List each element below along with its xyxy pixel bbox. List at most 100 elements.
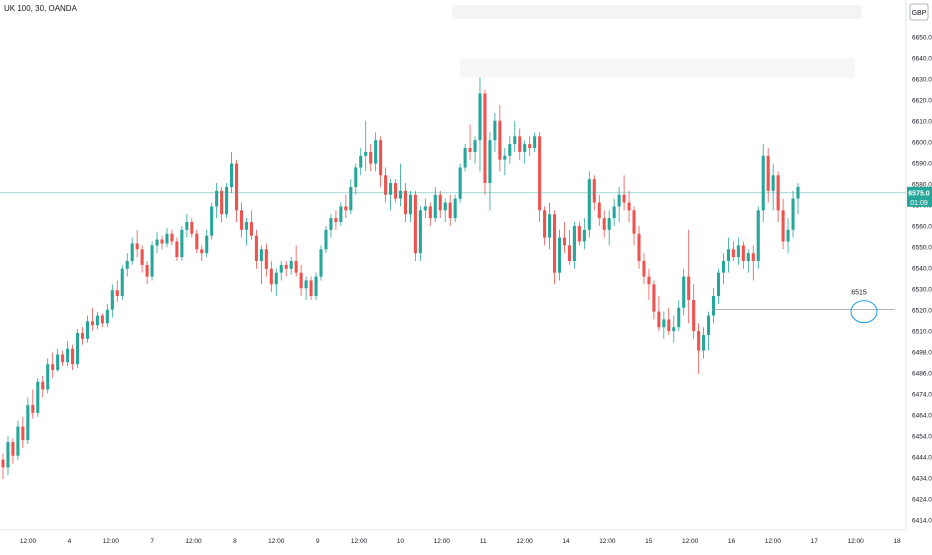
x-tick-label: 15 [645, 538, 653, 545]
currency-label: GBP [912, 10, 927, 17]
horizontal-line-label: 6515 [851, 290, 867, 297]
price-tag-countdown: 01:09 [910, 200, 928, 207]
candle-body [458, 167, 462, 199]
price-axis[interactable]: 6650.0 6640.0 6630.0 6620.0 6610.0 6600.0 6590… [912, 35, 932, 525]
currency-box[interactable]: GBP [909, 3, 929, 21]
candle-body [225, 186, 229, 215]
candle-body [329, 218, 333, 230]
x-tick-label: 12:00 [682, 538, 699, 545]
candle-body [627, 202, 631, 211]
candle-body [71, 348, 75, 365]
x-tick-label: 12:00 [847, 538, 864, 545]
candle-body [632, 210, 636, 234]
candle-body [662, 319, 666, 328]
candle-body [677, 307, 681, 328]
candle-body [483, 93, 487, 184]
candle-body [165, 233, 169, 244]
candle-body [379, 140, 383, 176]
candle-body [443, 202, 447, 211]
candle-body [16, 426, 20, 456]
candle-body [180, 229, 184, 258]
candle-body [702, 334, 706, 351]
candle-body [612, 206, 616, 219]
candle-body [498, 120, 502, 160]
candle-body [259, 249, 263, 261]
candle-body [359, 155, 363, 168]
annotation-circle[interactable] [850, 300, 878, 324]
y-tick-label: 6620.0 [912, 98, 932, 105]
candle-body [46, 364, 50, 390]
candle-body [493, 120, 497, 141]
candle-body [438, 194, 442, 211]
candle-body [26, 405, 30, 441]
candle-body [145, 264, 149, 277]
candle-body [692, 299, 696, 332]
x-tick-label: 4 [68, 538, 72, 545]
candle-body [100, 315, 104, 324]
y-tick-label: 6560.0 [912, 224, 932, 231]
candle-body [538, 136, 542, 211]
candle-body [478, 93, 482, 141]
candle-body [185, 222, 189, 230]
y-tick-label: 6444.0 [912, 455, 932, 462]
candle-body [398, 190, 403, 199]
candle-body [607, 218, 611, 230]
symbol-legend[interactable]: UK 100, 30, OANDA [4, 4, 77, 13]
price-tag-value: 6575.0 [908, 190, 930, 197]
candle-body [344, 206, 348, 211]
candle-body [339, 206, 343, 223]
candle-body [31, 405, 35, 413]
x-tick-label: 17 [811, 538, 819, 545]
candle-body [682, 276, 686, 308]
candle-body [468, 148, 472, 152]
candle-body [448, 202, 452, 219]
candle-body [11, 442, 15, 456]
candle-body [264, 249, 268, 269]
price-tag: 6575.0 01:09 [907, 186, 932, 207]
candle-body [244, 222, 249, 230]
x-tick-label: 12:00 [434, 538, 451, 545]
y-tick-label: 6498.0 [912, 350, 932, 357]
candle-body [220, 190, 224, 215]
candle-body [577, 225, 581, 242]
y-tick-label: 6424.0 [912, 497, 932, 504]
candle-body [453, 198, 457, 219]
candle-body [473, 140, 477, 152]
candle-body [274, 272, 278, 285]
y-tick-label: 6414.0 [912, 518, 932, 525]
candle-body [408, 194, 412, 215]
x-tick-label: 12:00 [599, 538, 616, 545]
candle-body [205, 235, 209, 254]
candle-body [215, 190, 219, 207]
candle-body [324, 229, 328, 250]
candle-body [36, 381, 40, 413]
candle-body [562, 237, 567, 246]
candle-body [289, 260, 293, 269]
candle-body [369, 151, 373, 164]
candle-body [791, 198, 795, 230]
candle-body [374, 140, 378, 164]
time-axis[interactable]: 12:00 4 12:00 7 12:00 8 12:00 9 12:00 10 12:00 11 12… [20, 538, 901, 545]
candle-body [557, 237, 562, 273]
candle-body [230, 163, 234, 187]
x-tick-label: 16 [728, 538, 736, 545]
candle-body [508, 144, 512, 156]
candle-body [418, 210, 422, 254]
candle-body [239, 210, 244, 230]
candle-body [51, 364, 55, 371]
candle-body [602, 218, 606, 230]
candle-body [572, 225, 576, 261]
x-tick-label: 18 [893, 538, 901, 545]
candle-body [135, 243, 139, 250]
candle-body [488, 140, 492, 184]
candle-body [433, 194, 437, 219]
x-tick-label: 9 [316, 538, 320, 545]
candle-body [6, 442, 10, 468]
candle-body [721, 260, 726, 273]
candle-body [771, 175, 775, 191]
candle-body [195, 233, 199, 250]
candle-body [711, 296, 716, 316]
candle-body [403, 190, 408, 215]
